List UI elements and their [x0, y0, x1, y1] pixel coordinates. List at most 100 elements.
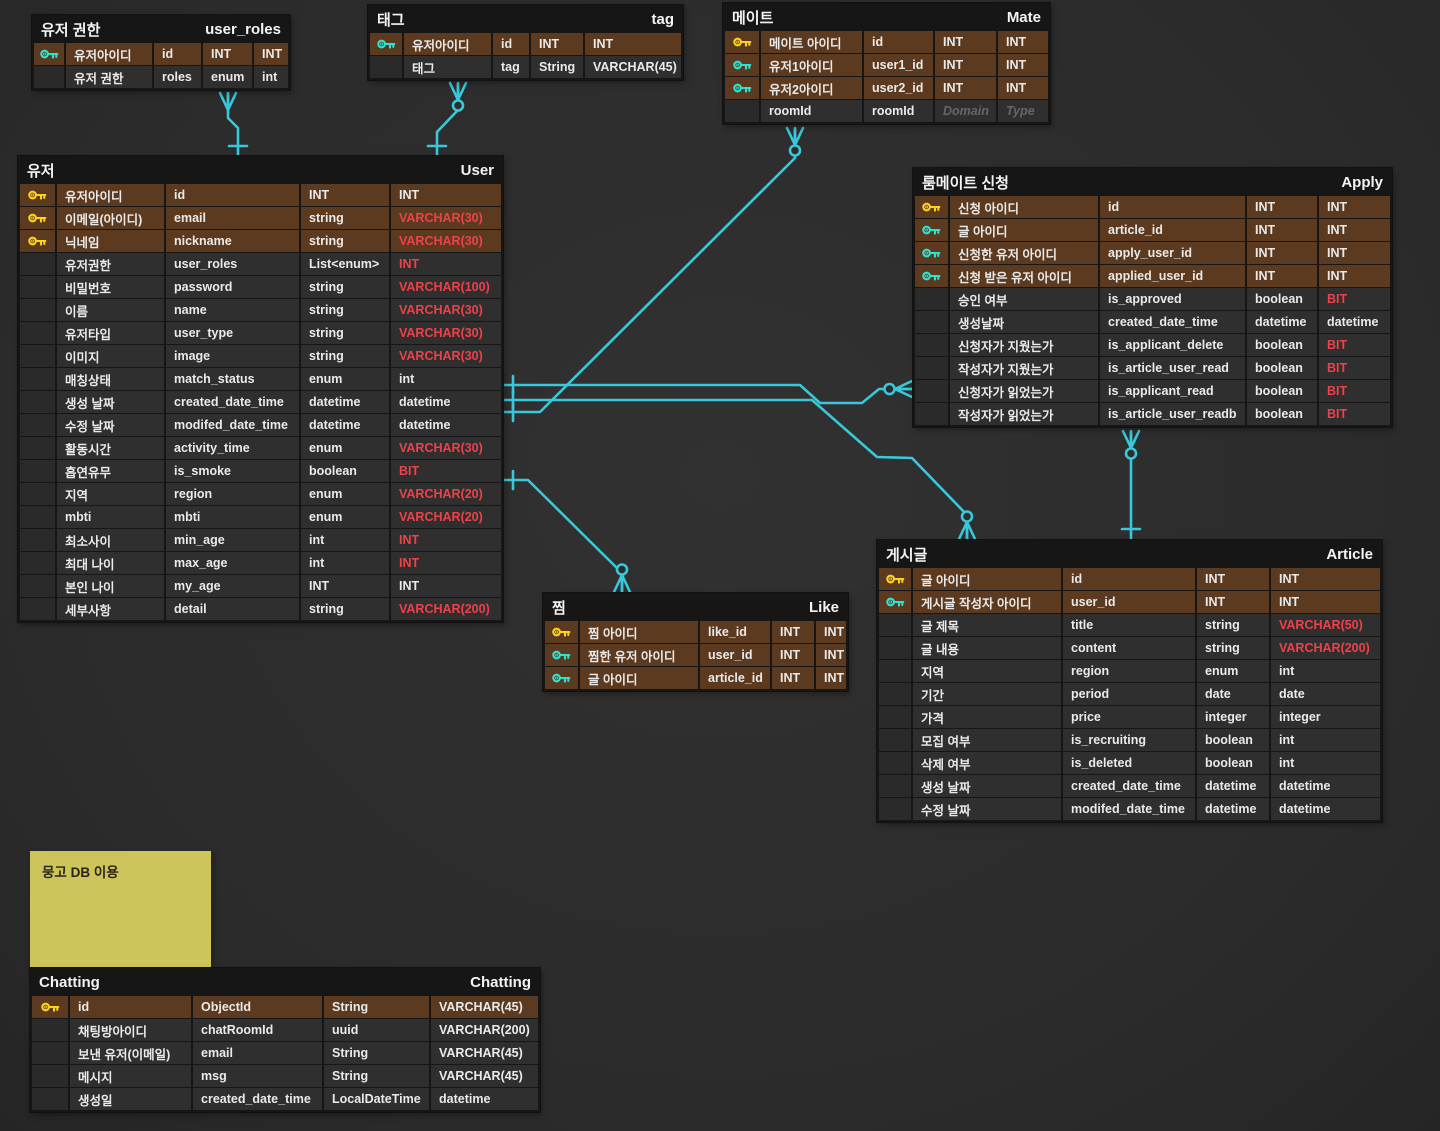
sticky-note[interactable]: 뭉고 DB 이용 [30, 851, 211, 967]
row-article-is_recruiting[interactable]: 모집 여부 is_recruiting boolean int [879, 729, 1380, 751]
row-user_roles-id[interactable]: 유저아이디 id INT INT [34, 43, 288, 65]
row-apply-id[interactable]: 신청 아이디 id INT INT [915, 196, 1390, 218]
cell-type: INT [391, 529, 501, 551]
table-tag-header[interactable]: 태그 tag [370, 5, 681, 33]
row-user-min_age[interactable]: 최소사이 min_age int INT [20, 529, 501, 551]
row-article-content[interactable]: 글 내용 content string VARCHAR(200) [879, 637, 1380, 659]
row-user-image[interactable]: 이미지 image string VARCHAR(30) [20, 345, 501, 367]
cell-domain: INT [531, 33, 583, 55]
key-cell [915, 265, 948, 287]
table-mate-header[interactable]: 메이트 Mate [725, 3, 1048, 31]
cell-label: 승인 여부 [950, 288, 1098, 310]
row-mate-id[interactable]: 메이트 아이디 id INT INT [725, 31, 1048, 53]
cell-label: 유저1아이디 [761, 54, 862, 76]
table-user-header[interactable]: 유저 User [20, 156, 501, 184]
row-article-id[interactable]: 글 아이디 id INT INT [879, 568, 1380, 590]
row-like-like_id[interactable]: 찜 아이디 like_id INT INT [545, 621, 846, 643]
relation-article-apply[interactable] [1120, 429, 1142, 539]
row-user-activity_time[interactable]: 활동시간 activity_time enum VARCHAR(30) [20, 437, 501, 459]
row-tag-id[interactable]: 유저아이디 id INT INT [370, 33, 681, 55]
row-article-is_deleted[interactable]: 삭제 여부 is_deleted boolean int [879, 752, 1380, 774]
table-like-header[interactable]: 찜 Like [545, 593, 846, 621]
cell-type: VARCHAR(30) [391, 207, 501, 229]
row-article-region[interactable]: 지역 region enum int [879, 660, 1380, 682]
row-user-modifed_date_time[interactable]: 수정 날짜 modifed_date_time datetime datetime [20, 414, 501, 436]
table-chatting-header[interactable]: Chatting Chatting [32, 968, 538, 996]
row-user-is_smoke[interactable]: 흡연유무 is_smoke boolean BIT [20, 460, 501, 482]
row-like-article_id[interactable]: 글 아이디 article_id INT INT [545, 667, 846, 689]
cell-domain: INT [772, 667, 814, 689]
row-user-match_status[interactable]: 매칭상태 match_status enum int [20, 368, 501, 390]
row-user-user_type[interactable]: 유저타입 user_type string VARCHAR(30) [20, 322, 501, 344]
row-chatting-chatRoomId[interactable]: 채팅방아이디 chatRoomId uuid VARCHAR(200) [32, 1019, 538, 1041]
row-user-password[interactable]: 비밀번호 password string VARCHAR(100) [20, 276, 501, 298]
row-user-email[interactable]: 이메일(아이디) email string VARCHAR(30) [20, 207, 501, 229]
table-apply-header[interactable]: 룸메이트 신청 Apply [915, 168, 1390, 196]
row-apply-applied_user_id[interactable]: 신청 받은 유저 아이디 applied_user_id INT INT [915, 265, 1390, 287]
relation-user-tag[interactable] [426, 81, 468, 156]
row-chatting-ObjectId[interactable]: id ObjectId String VARCHAR(45) [32, 996, 538, 1018]
cell-type: Type [998, 100, 1048, 122]
cell-field: region [1063, 660, 1195, 682]
row-mate-user2_id[interactable]: 유저2아이디 user2_id INT INT [725, 77, 1048, 99]
row-apply-is_approved[interactable]: 승인 여부 is_approved boolean BIT [915, 288, 1390, 310]
table-user_roles-header[interactable]: 유저 권한 user_roles [34, 15, 288, 43]
row-chatting-email[interactable]: 보낸 유저(이메일) email String VARCHAR(45) [32, 1042, 538, 1064]
cell-domain: boolean [1197, 752, 1269, 774]
table-tag[interactable]: 태그 tag 유저아이디 id INT INT 태그 tag String VARCHAR(45) [368, 5, 683, 80]
row-user-id[interactable]: 유저아이디 id INT INT [20, 184, 501, 206]
row-chatting-msg[interactable]: 메시지 msg String VARCHAR(45) [32, 1065, 538, 1087]
relation-user-mate[interactable] [503, 126, 805, 423]
row-user-detail[interactable]: 세부사항 detail string VARCHAR(200) [20, 598, 501, 620]
row-apply-is_article_user_readb[interactable]: 작성자가 읽었는가 is_article_user_readb boolean BIT [915, 403, 1390, 425]
row-user-user_roles[interactable]: 유저권한 user_roles List<enum> INT [20, 253, 501, 275]
row-apply-is_applicant_delete[interactable]: 신청자가 지웠는가 is_applicant_delete boolean BIT [915, 334, 1390, 356]
cell-type: VARCHAR(200) [391, 598, 501, 620]
relation-user-like[interactable] [503, 469, 632, 594]
row-apply-is_article_user_read[interactable]: 작성자가 지웠는가 is_article_user_read boolean BIT [915, 357, 1390, 379]
row-apply-created_date_time[interactable]: 생성날짜 created_date_time datetime datetime [915, 311, 1390, 333]
row-user-mbti[interactable]: mbti mbti enum VARCHAR(20) [20, 506, 501, 528]
row-user_roles-roles[interactable]: 유저 권한 roles enum int [34, 66, 288, 88]
table-user_roles[interactable]: 유저 권한 user_roles 유저아이디 id INT INT 유저 권한 roles en… [32, 15, 290, 90]
row-user-my_age[interactable]: 본인 나이 my_age INT INT [20, 575, 501, 597]
relation-user-article[interactable] [503, 389, 977, 541]
row-apply-article_id[interactable]: 글 아이디 article_id INT INT [915, 219, 1390, 241]
cell-domain: INT [1197, 568, 1269, 590]
table-user[interactable]: 유저 User 유저아이디 id INT INT 이메일(아이디) email string VA… [18, 156, 503, 622]
table-mate[interactable]: 메이트 Mate 메이트 아이디 id INT INT 유저1아이디 user1_id INT I… [723, 3, 1050, 124]
empty-key-cell [20, 598, 55, 620]
cell-domain: boolean [301, 460, 389, 482]
row-apply-is_applicant_read[interactable]: 신청자가 읽었는가 is_applicant_read boolean BIT [915, 380, 1390, 402]
row-apply-apply_user_id[interactable]: 신청한 유저 아이디 apply_user_id INT INT [915, 242, 1390, 264]
table-article[interactable]: 게시글 Article 글 아이디 id INT INT 게시글 작성자 아이디 user_i… [877, 540, 1382, 822]
row-chatting-created_date_time[interactable]: 생성일 created_date_time LocalDateTime datetim… [32, 1088, 538, 1110]
cell-field: is_smoke [166, 460, 299, 482]
row-user-created_date_time[interactable]: 생성 날짜 created_date_time datetime datetime [20, 391, 501, 413]
relation-user-user_roles[interactable] [218, 91, 249, 156]
cell-domain: string [301, 230, 389, 252]
row-article-period[interactable]: 기간 period date date [879, 683, 1380, 705]
cell-label: 세부사항 [57, 598, 164, 620]
row-user-max_age[interactable]: 최대 나이 max_age int INT [20, 552, 501, 574]
table-chatting[interactable]: Chatting Chatting id ObjectId String VARCHAR(… [30, 968, 540, 1112]
table-article-header[interactable]: 게시글 Article [879, 540, 1380, 568]
row-article-modifed_date_time[interactable]: 수정 날짜 modifed_date_time datetime datetime [879, 798, 1380, 820]
cell-field: content [1063, 637, 1195, 659]
row-article-title[interactable]: 글 제목 title string VARCHAR(50) [879, 614, 1380, 636]
table-like[interactable]: 찜 Like 찜 아이디 like_id INT INT 찜한 유저 아이디 user_id I… [543, 593, 848, 691]
row-article-created_date_time[interactable]: 생성 날짜 created_date_time datetime datetime [879, 775, 1380, 797]
table-apply[interactable]: 룸메이트 신청 Apply 신청 아이디 id INT INT 글 아이디 article_i… [913, 168, 1392, 427]
row-user-name[interactable]: 이름 name string VARCHAR(30) [20, 299, 501, 321]
row-like-user_id[interactable]: 찜한 유저 아이디 user_id INT INT [545, 644, 846, 666]
row-mate-user1_id[interactable]: 유저1아이디 user1_id INT INT [725, 54, 1048, 76]
row-tag-tag[interactable]: 태그 tag String VARCHAR(45) [370, 56, 681, 78]
row-user-nickname[interactable]: 닉네임 nickname string VARCHAR(30) [20, 230, 501, 252]
row-article-user_id[interactable]: 게시글 작성자 아이디 user_id INT INT [879, 591, 1380, 613]
row-mate-roomId[interactable]: roomId roomId Domain Type [725, 100, 1048, 122]
empty-key-cell [915, 380, 948, 402]
row-user-region[interactable]: 지역 region enum VARCHAR(20) [20, 483, 501, 505]
row-article-price[interactable]: 가격 price integer integer [879, 706, 1380, 728]
table-tag-physical-name: tag [651, 10, 675, 28]
